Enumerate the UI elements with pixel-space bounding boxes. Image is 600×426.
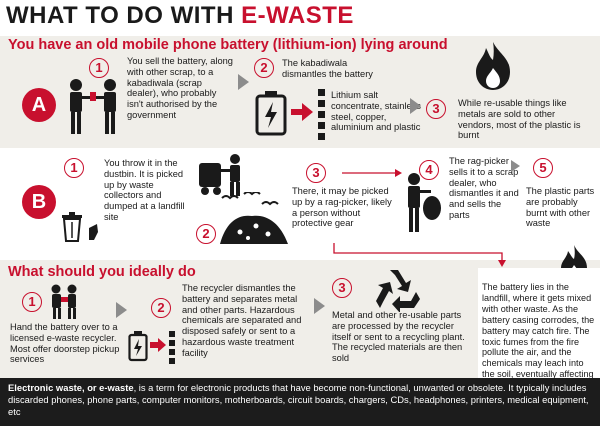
- part-block-icon: [169, 358, 175, 364]
- step-b5-text: The plastic parts are probably burnt wit…: [526, 186, 595, 229]
- landfill-note-box: [478, 268, 600, 378]
- dustbin-icon: [62, 212, 82, 242]
- arrow-icon: [116, 302, 127, 318]
- step-c2-number: 2: [151, 298, 171, 318]
- part-block-icon: [318, 89, 325, 96]
- battery-icon: [128, 331, 148, 362]
- step-c3-text: Metal and other re-usable parts are proc…: [332, 310, 465, 364]
- step-a2-number: 2: [254, 58, 274, 78]
- battery-icon: [255, 91, 287, 136]
- step-c3-number: 3: [332, 278, 352, 298]
- step-a2-text: The kabadiwala dismantles the battery: [282, 58, 373, 79]
- section-a-heading: You have an old mobile phone battery (li…: [8, 37, 448, 53]
- hand-icon: [89, 224, 98, 240]
- part-block-icon: [318, 122, 325, 129]
- step-a1-number: 1: [89, 58, 109, 78]
- step-b4-text: The rag-picker sells it to a scrap deale…: [449, 156, 519, 220]
- definition-body: , is a term for electronic products that…: [8, 382, 589, 417]
- step-a1-text: You sell the battery, along with other s…: [127, 56, 233, 120]
- step-c1-number: 1: [22, 292, 42, 312]
- arrow-icon: [238, 74, 249, 90]
- title-highlight: E-WASTE: [241, 2, 354, 29]
- step-b3-text: There, it may be picked up by a rag-pick…: [292, 186, 392, 229]
- arrow-icon: [511, 160, 520, 172]
- part-block-icon: [318, 133, 325, 140]
- definition-term: Electronic waste, or e-waste: [8, 382, 134, 393]
- arrow-icon: [410, 98, 421, 114]
- part-block-icon: [318, 100, 325, 107]
- definition-footer: [0, 378, 600, 426]
- connector-lines: [333, 169, 506, 267]
- part-block-icon: [169, 349, 175, 355]
- battery-materials-text: Lithium salt concentrate, stainless stee…: [331, 90, 421, 133]
- red-arrow-icon: [150, 338, 166, 352]
- step-b5-number: 5: [533, 158, 553, 178]
- section-b-badge: B: [22, 185, 56, 219]
- step-a3-text: While re-usable things like metals are s…: [458, 98, 581, 141]
- step-c1-text: Hand the battery over to a licensed e-wa…: [10, 322, 120, 365]
- part-block-icon: [169, 331, 175, 337]
- people-exchange-icon: [70, 79, 116, 134]
- rag-picker-icon: [408, 173, 441, 232]
- page-title: WHAT TO DO WITH E-WASTE: [6, 2, 354, 30]
- section-b-band: [0, 148, 600, 260]
- step-c2-text: The recycler dismantles the battery and …: [182, 283, 302, 358]
- section-a-badge: A: [22, 88, 56, 122]
- section-c-heading: What should you ideally do: [8, 264, 196, 280]
- part-block-icon: [318, 111, 325, 118]
- step-b1-text: You throw it in the dustbin. It is picke…: [104, 158, 185, 222]
- part-block-icon: [169, 340, 175, 346]
- step-b2-number: 2: [196, 224, 216, 244]
- step-b3-number: 3: [306, 163, 326, 183]
- fire-icon: [476, 42, 510, 90]
- landfill-icon: [220, 192, 288, 244]
- title-prefix: WHAT TO DO WITH: [6, 2, 242, 29]
- red-arrow-icon: [291, 103, 313, 121]
- step-b4-number: 4: [419, 160, 439, 180]
- arrow-icon: [314, 298, 325, 314]
- definition-text: Electronic waste, or e-waste, is a term …: [8, 382, 594, 418]
- landfill-note-text: The battery lies in the landfill, where …: [482, 282, 595, 390]
- waste-collector-icon: [199, 154, 240, 196]
- recycle-icon: [376, 270, 420, 312]
- step-b1-number: 1: [64, 158, 84, 178]
- step-a3-number: 3: [426, 99, 446, 119]
- handover-icon: [51, 284, 77, 319]
